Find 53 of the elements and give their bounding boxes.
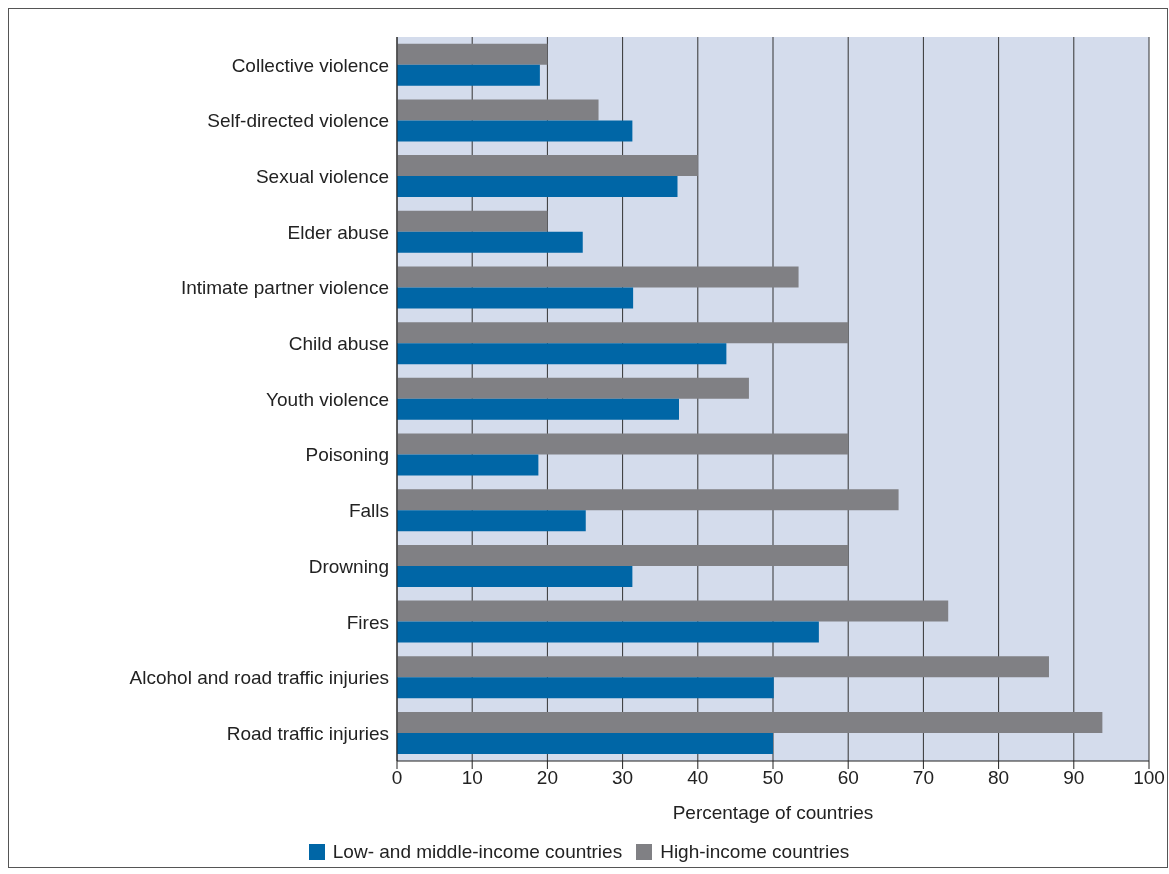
bar: [397, 120, 633, 142]
bar: [397, 544, 849, 566]
bar: [397, 176, 678, 198]
y-tick-label: Poisoning: [305, 444, 389, 466]
bar: [397, 677, 774, 699]
bar: [397, 266, 799, 288]
y-tick-label: Falls: [348, 500, 389, 522]
y-tick-label: Child abuse: [288, 333, 389, 355]
bar: [397, 398, 679, 420]
x-tick-label: 60: [837, 767, 859, 789]
legend-label: Low- and middle-income countries: [331, 841, 623, 863]
bar: [397, 510, 586, 532]
y-tick-label: Elder abuse: [287, 221, 389, 243]
bar: [397, 621, 819, 643]
y-tick-label: Road traffic injuries: [226, 722, 389, 744]
bar: [397, 43, 548, 65]
y-tick-label: Sexual violence: [255, 165, 389, 187]
bar: [397, 656, 1049, 678]
bar: [397, 454, 539, 476]
y-tick-label: Fires: [346, 611, 389, 633]
bar: [397, 155, 698, 177]
bar: [397, 99, 599, 121]
x-tick-label: 90: [1063, 767, 1085, 789]
x-tick-label: 30: [612, 767, 634, 789]
bar: [397, 711, 1103, 733]
bar: [397, 600, 949, 622]
bar: [397, 377, 749, 399]
bar: [397, 343, 727, 365]
x-tick-label: 20: [536, 767, 558, 789]
x-tick-label: 70: [912, 767, 934, 789]
x-tick-label: 100: [1133, 767, 1165, 789]
y-tick-label: Alcohol and road traffic injuries: [129, 667, 389, 689]
bar: [397, 565, 633, 587]
x-tick-label: 0: [391, 767, 403, 789]
bar: [397, 231, 583, 253]
x-tick-label: 10: [461, 767, 483, 789]
legend-label: High-income countries: [659, 841, 850, 863]
y-tick-label: Collective violence: [231, 54, 389, 76]
bar: [397, 489, 899, 511]
x-tick-label: 40: [687, 767, 709, 789]
bar: [397, 210, 548, 232]
bar: [397, 433, 849, 455]
bar: [397, 732, 773, 754]
y-tick-label: Youth violence: [266, 388, 389, 410]
bar: [397, 322, 849, 344]
y-tick-label: Drowning: [308, 555, 389, 577]
x-tick-label: 80: [988, 767, 1010, 789]
y-tick-label: Self-directed violence: [207, 110, 389, 132]
x-tick-label: 50: [762, 767, 784, 789]
bar: [397, 287, 634, 309]
x-axis-title: Percentage of countries: [672, 802, 874, 823]
bar: [397, 64, 540, 86]
y-tick-label: Intimate partner violence: [180, 277, 389, 299]
